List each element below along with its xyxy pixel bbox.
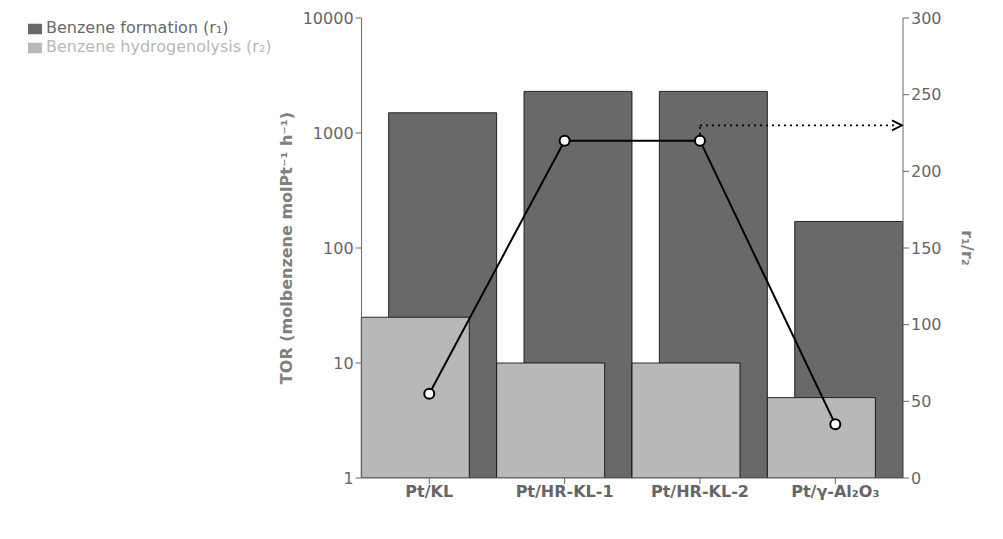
svg-text:100: 100 (323, 239, 354, 258)
html-text:Benzene formation (r₁): Benzene formation (r₁) (46, 18, 229, 37)
svg-text:250: 250 (911, 85, 942, 104)
svg-text:Pt/γ-Al₂O₃: Pt/γ-Al₂O₃ (791, 482, 879, 501)
svg-text:TOR (molbenzene molPt⁻¹ h⁻¹): TOR (molbenzene molPt⁻¹ h⁻¹) (277, 112, 296, 384)
svg-text:Pt/HR-KL-1: Pt/HR-KL-1 (516, 482, 614, 501)
svg-text:300: 300 (911, 9, 942, 28)
svg-text:50: 50 (911, 392, 931, 411)
svg-text:Pt/HR-KL-2: Pt/HR-KL-2 (651, 482, 749, 501)
svg-text:100: 100 (911, 315, 942, 334)
svg-text:0: 0 (911, 469, 921, 488)
svg-text:200: 200 (911, 162, 942, 181)
svg-text:r₁/r₂: r₁/r₂ (958, 230, 977, 266)
svg-text:150: 150 (911, 239, 942, 258)
svg-text:10000: 10000 (303, 9, 354, 28)
svg-text:1000: 1000 (313, 124, 354, 143)
svg-text:Pt/KL: Pt/KL (405, 482, 453, 501)
html-text:Benzene hydrogenolysis (r₂): Benzene hydrogenolysis (r₂) (46, 37, 272, 56)
svg-text:10: 10 (333, 354, 353, 373)
svg-text:1: 1 (343, 469, 353, 488)
